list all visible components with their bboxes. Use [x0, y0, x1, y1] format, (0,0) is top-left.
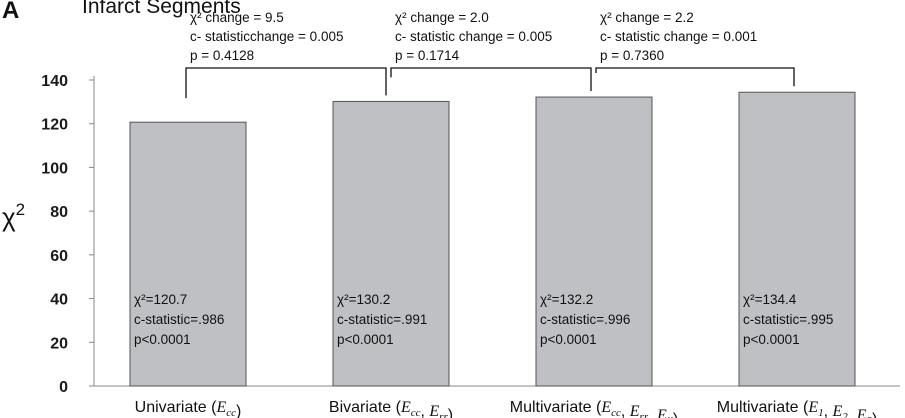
- comparison-bracket: [390, 67, 592, 92]
- bar-label-line: c-statistic=.995: [743, 312, 833, 327]
- comparison-label: χ² change = 2.0 c- statistic change = 0.0…: [395, 10, 552, 63]
- bar-label-line: c-statistic=.986: [134, 312, 224, 327]
- bar-label-line: c-statistic=.991: [337, 312, 427, 327]
- bar-label: χ²=120.7 c-statistic=.986 p<0.0001: [134, 292, 224, 347]
- chart-title: Infarct Segments: [82, 0, 241, 18]
- comparison-label-line: p = 0.1714: [395, 48, 460, 63]
- category-labels: Univariate (Ecc) Bivariate (Ecc, Err) Mult…: [135, 399, 878, 418]
- category-label: Bivariate (Ecc, Err): [329, 399, 453, 418]
- y-tick-label: 80: [50, 204, 68, 221]
- bar-label: χ²=134.4 c-statistic=.995 p<0.0001: [743, 292, 833, 347]
- bar-label-line: χ²=132.2: [540, 292, 593, 307]
- bar-label-line: p<0.0001: [337, 332, 394, 347]
- category-label: Multivariate (Ecc, Err, Ell): [510, 399, 678, 418]
- y-axis-label: χ2: [2, 200, 25, 232]
- bars: χ²=120.7c-statistic=.986p<0.0001χ²=130.2…: [129, 91, 856, 387]
- category-label: Univariate (Ecc): [135, 399, 242, 418]
- y-tick-label: 20: [50, 335, 68, 352]
- comparison-brackets: χ² change = 9.5 c- statisticchange = 0.00…: [185, 10, 795, 99]
- bar: [738, 91, 856, 387]
- comparison-label-line: p = 0.7360: [600, 48, 664, 63]
- category-label: Multivariate (E1, E2, E3): [717, 399, 878, 418]
- comparison-label-line: c- statistic change = 0.001: [600, 29, 757, 44]
- bar: [332, 100, 450, 387]
- bar-label: χ²=130.2 c-statistic=.991 p<0.0001: [337, 292, 427, 347]
- comparison-label-line: χ² change = 2.2: [600, 10, 694, 25]
- bar-label-line: c-statistic=.996: [540, 312, 630, 327]
- comparison-label-line: c- statistic change = 0.005: [395, 29, 552, 44]
- bar-label-line: p<0.0001: [743, 332, 800, 347]
- comparison-label: χ² change = 9.5 c- statisticchange = 0.00…: [190, 10, 343, 63]
- comparison-label-line: c- statisticchange = 0.005: [190, 29, 343, 44]
- comparison-label-line: p = 0.4128: [190, 48, 254, 63]
- panel-label: A: [2, 0, 19, 24]
- y-tick-label: 140: [41, 73, 68, 90]
- bar: [535, 96, 653, 387]
- y-axis-label-base: χ: [2, 202, 16, 232]
- y-tick-label: 0: [59, 379, 68, 396]
- y-axis: 0 20 40 60 80 100 120 140: [41, 73, 900, 396]
- bar-label: χ²=132.2 c-statistic=.996 p<0.0001: [540, 292, 630, 347]
- bar-label-line: p<0.0001: [540, 332, 597, 347]
- comparison-bracket: [595, 67, 795, 87]
- bar: [129, 121, 247, 387]
- y-tick-label: 60: [50, 248, 68, 265]
- comparison-label: χ² change = 2.2 c- statistic change = 0.0…: [600, 10, 757, 63]
- bar-label-line: χ²=130.2: [337, 292, 390, 307]
- y-axis-label-sup: 2: [16, 200, 25, 219]
- comparison-bracket: [185, 67, 387, 99]
- y-tick-label: 120: [41, 117, 68, 134]
- comparison-label-line: χ² change = 2.0: [395, 10, 489, 25]
- y-tick-label: 100: [41, 160, 68, 177]
- bar-label-line: χ²=134.4: [743, 292, 797, 307]
- comparison-label-line: χ² change = 9.5: [190, 10, 284, 25]
- y-tick-label: 40: [50, 292, 68, 309]
- bar-label-line: χ²=120.7: [134, 292, 187, 307]
- bar-label-line: p<0.0001: [134, 332, 191, 347]
